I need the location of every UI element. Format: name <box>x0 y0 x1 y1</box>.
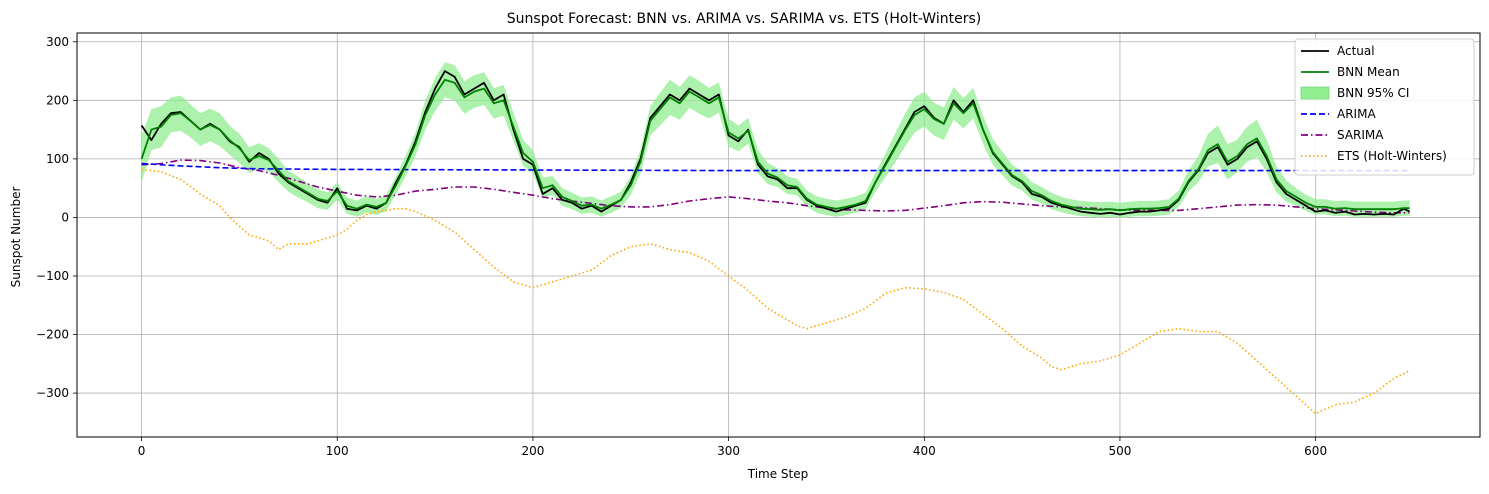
legend-label: BNN Mean <box>1337 65 1400 79</box>
series-line-sarima <box>141 159 1410 214</box>
y-tick-label: −300 <box>36 386 69 400</box>
x-tick-label: 100 <box>326 444 349 458</box>
x-tick-label: 300 <box>717 444 740 458</box>
bnn-95-ci-band <box>141 62 1410 218</box>
legend-label: Actual <box>1337 44 1375 58</box>
x-tick-label: 400 <box>913 444 936 458</box>
y-tick-label: −100 <box>36 269 69 283</box>
x-tick-label: 600 <box>1304 444 1327 458</box>
legend: Actual BNN Mean BNN 95% CI ARIMA SARIMA ETS (… <box>1294 38 1475 176</box>
x-tick-label: 500 <box>1109 444 1132 458</box>
plot-border <box>76 32 1481 438</box>
x-tick-label: 200 <box>521 444 544 458</box>
legend-label: SARIMA <box>1337 128 1384 142</box>
series-line-bnn-mean <box>140 78 1410 212</box>
legend-label: ARIMA <box>1337 107 1376 121</box>
series-line-arima <box>141 162 1410 172</box>
y-tick-label: 300 <box>46 35 69 49</box>
y-tick-label: 200 <box>46 93 69 107</box>
y-tick-label: −200 <box>36 328 69 342</box>
y-tick-label: 100 <box>46 152 69 166</box>
x-tick-label: 0 <box>138 444 146 458</box>
legend-label: ETS (Holt-Winters) <box>1337 149 1447 163</box>
plot-area <box>77 33 1480 437</box>
chart-title: Sunspot Forecast: BNN vs. ARIMA vs. SARI… <box>507 11 981 27</box>
legend-box <box>1294 38 1475 176</box>
grid-lines <box>77 33 1480 437</box>
y-tick-label: 0 <box>61 210 69 224</box>
series-layer <box>140 62 1410 415</box>
legend-label: BNN 95% CI <box>1337 86 1409 100</box>
y-axis-label: Sunspot Number <box>9 187 23 288</box>
legend-swatch <box>1300 86 1330 100</box>
axis-ticks: 0 100 200 300 400 500 600 −300 −200 −100 0 100 200 30… <box>36 35 1327 458</box>
x-axis-label: Time Step <box>747 467 809 481</box>
